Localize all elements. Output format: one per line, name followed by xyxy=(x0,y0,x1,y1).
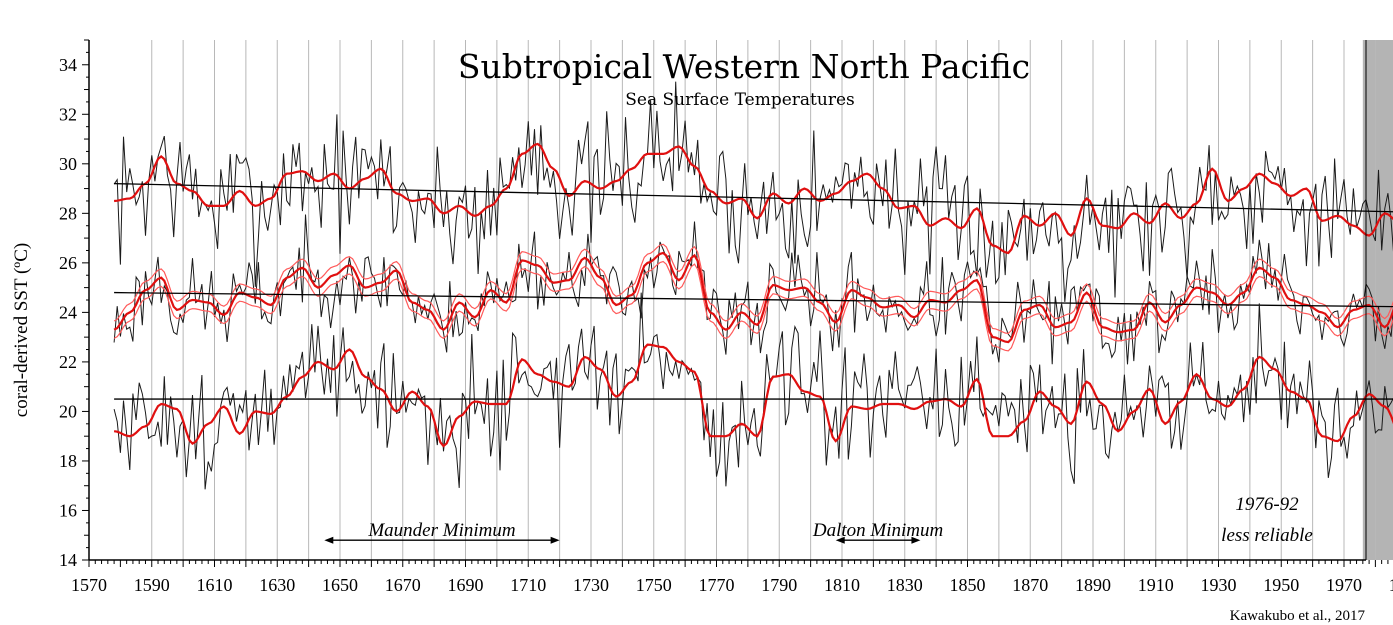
envelope-upper-line xyxy=(113,243,1393,335)
y-tick-label: 34 xyxy=(59,55,77,75)
x-tick-label: 1970 xyxy=(1326,575,1362,595)
annotation-label: Dalton Minimum xyxy=(812,520,943,541)
x-tick-label: 1910 xyxy=(1138,575,1174,595)
trend-line-2 xyxy=(114,291,1393,308)
y-tick-label: 20 xyxy=(59,401,77,421)
x-tick-label: 1890 xyxy=(1075,575,1111,595)
shaded-period-label-years: 1976-92 xyxy=(1235,494,1299,515)
x-tick-label: 1770 xyxy=(699,575,735,595)
smoothed-series-line-3 xyxy=(113,343,1393,448)
annotation-label: Maunder Minimum xyxy=(367,520,515,541)
x-tick-label: 1570 xyxy=(71,575,107,595)
smoothed-series-line-2 xyxy=(113,251,1393,344)
annotation-arrowhead-left xyxy=(835,536,845,544)
chart-subtitle: Sea Surface Temperatures xyxy=(625,90,854,110)
raw-series-line-1 xyxy=(113,81,1393,302)
y-tick-label: 26 xyxy=(59,253,77,273)
x-tick-label: 1790 xyxy=(761,575,797,595)
shaded-period-band xyxy=(1362,40,1393,560)
x-tick-label: 1710 xyxy=(510,575,546,595)
raw-series-line-2 xyxy=(113,214,1393,365)
x-tick-label: 1590 xyxy=(134,575,170,595)
trend-line-1 xyxy=(114,182,1393,213)
x-tick-label: 1650 xyxy=(322,575,358,595)
y-tick-label: 14 xyxy=(59,550,77,570)
x-tick-label: 1810 xyxy=(824,575,860,595)
x-tick-label: 1670 xyxy=(385,575,421,595)
x-tick-label: 1610 xyxy=(197,575,233,595)
annotation-layer: Maunder Minimum Dalton Minimum xyxy=(324,520,943,544)
y-tick-label: 22 xyxy=(59,352,77,372)
x-tick-label: 1830 xyxy=(887,575,923,595)
smoothed-series-line-1 xyxy=(113,142,1393,255)
y-tick-label: 30 xyxy=(59,154,77,174)
x-tick-label: 1850 xyxy=(950,575,986,595)
y-tick-label: 16 xyxy=(59,500,77,520)
annotation-arrowhead-right xyxy=(911,536,921,544)
y-axis-label: coral-derived SST (ºC) xyxy=(11,243,32,417)
x-tick-label: 1730 xyxy=(573,575,609,595)
x-tick-label: 1950 xyxy=(1263,575,1299,595)
x-tick-label: 1990 xyxy=(1389,575,1393,595)
chart-title: Subtropical Western North Pacific xyxy=(458,47,1030,86)
annotation-arrowhead-left xyxy=(324,536,334,544)
raw-series-line-3 xyxy=(113,292,1393,490)
x-tick-label: 1930 xyxy=(1201,575,1237,595)
axes-layer: 14 16 18 20 22 24 26 28 30 32 34 1570 1590 1610 1630 16… xyxy=(59,39,1393,595)
y-tick-label: 28 xyxy=(59,203,77,223)
shaded-period-label-note: less reliable xyxy=(1221,525,1313,546)
y-tick-label: 24 xyxy=(59,302,77,322)
x-tick-label: 1690 xyxy=(448,575,484,595)
y-tick-label: 18 xyxy=(59,451,77,471)
x-tick-label: 1630 xyxy=(259,575,295,595)
source-credit: Kawakubo et al., 2017 xyxy=(1230,608,1366,624)
x-tick-label: 1870 xyxy=(1012,575,1048,595)
x-tick-label: 1750 xyxy=(636,575,672,595)
series-layer xyxy=(113,81,1393,490)
annotation-arrowhead-right xyxy=(550,536,560,544)
shaded-period-layer xyxy=(1362,40,1393,560)
y-tick-label: 32 xyxy=(59,104,77,124)
